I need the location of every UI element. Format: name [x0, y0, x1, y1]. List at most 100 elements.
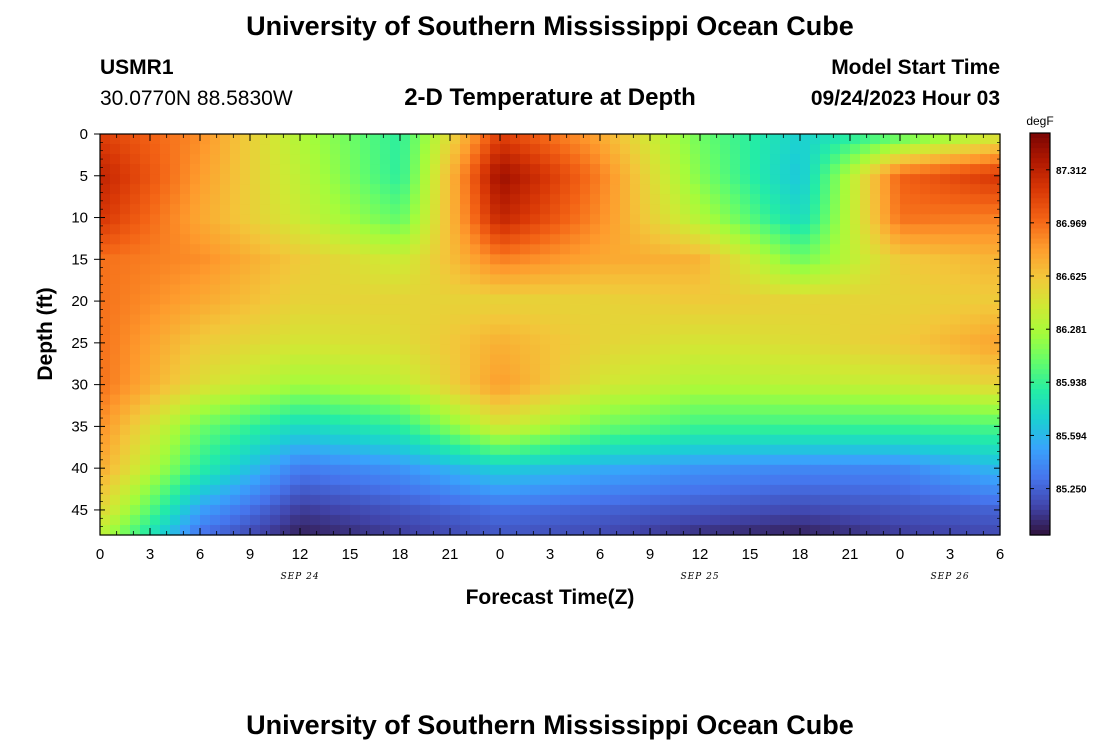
- heatmap-cell: [850, 224, 861, 235]
- heatmap-cell: [200, 214, 211, 225]
- heatmap-cell: [860, 174, 871, 185]
- heatmap-cell: [290, 424, 301, 436]
- heatmap-cell: [830, 174, 841, 185]
- heatmap-cell: [810, 204, 821, 215]
- heatmap-cell: [250, 474, 261, 486]
- heatmap-cell: [100, 504, 111, 516]
- heatmap-cell: [410, 244, 421, 255]
- heatmap-cell: [480, 214, 491, 225]
- heatmap-cell: [530, 184, 541, 195]
- heatmap-cell: [480, 304, 491, 316]
- heatmap-cell: [830, 404, 841, 416]
- heatmap-cell: [330, 214, 341, 225]
- heatmap-cell: [790, 284, 801, 296]
- heatmap-cell: [100, 404, 111, 416]
- heatmap-cell: [230, 324, 241, 336]
- heatmap-cell: [510, 404, 521, 416]
- colorbar-segment: [1030, 509, 1050, 516]
- heatmap-cell: [690, 154, 701, 165]
- heatmap-cell: [330, 154, 341, 165]
- heatmap-cell: [240, 334, 251, 346]
- heatmap-cell: [210, 344, 221, 356]
- heatmap-cell: [620, 284, 631, 296]
- heatmap-cell: [970, 494, 981, 506]
- heatmap-cell: [190, 524, 201, 536]
- heatmap-cell: [550, 504, 561, 516]
- heatmap-cell: [630, 394, 641, 406]
- heatmap-cell: [580, 214, 591, 225]
- heatmap-cell: [430, 294, 441, 306]
- heatmap-cell: [880, 454, 891, 466]
- heatmap-cell: [300, 254, 311, 265]
- heatmap-cell: [370, 294, 381, 306]
- heatmap-cell: [800, 134, 811, 145]
- heatmap-cell: [160, 164, 171, 175]
- heatmap-cell: [170, 474, 181, 486]
- heatmap-cell: [670, 144, 681, 155]
- heatmap-cell: [570, 264, 581, 275]
- heatmap-cell: [310, 164, 321, 175]
- heatmap-cell: [830, 494, 841, 506]
- heatmap-cell: [340, 294, 351, 306]
- heatmap-cell: [220, 484, 231, 496]
- heatmap-cell: [610, 274, 621, 285]
- heatmap-cell: [440, 324, 451, 336]
- heatmap-cell: [470, 334, 481, 346]
- heatmap-cell: [720, 164, 731, 175]
- heatmap-cell: [500, 344, 511, 356]
- heatmap-cell: [220, 424, 231, 436]
- heatmap-cell: [840, 364, 851, 376]
- heatmap-cell: [660, 454, 671, 466]
- heatmap-cell: [890, 514, 901, 526]
- heatmap-cell: [940, 384, 951, 396]
- heatmap-cell: [840, 234, 851, 245]
- heatmap-cell: [990, 404, 1001, 416]
- heatmap-cell: [750, 284, 761, 296]
- heatmap-cell: [850, 214, 861, 225]
- heatmap-cell: [180, 214, 191, 225]
- heatmap-cell: [670, 154, 681, 165]
- heatmap-cell: [710, 424, 721, 436]
- heatmap-cell: [920, 174, 931, 185]
- heatmap-cell: [690, 284, 701, 296]
- heatmap-cell: [710, 434, 721, 446]
- heatmap-cell: [800, 364, 811, 376]
- heatmap-cell: [950, 164, 961, 175]
- heatmap-cell: [610, 174, 621, 185]
- heatmap-cell: [600, 264, 611, 275]
- heatmap-cell: [210, 264, 221, 275]
- heatmap-cell: [990, 234, 1001, 245]
- heatmap-cell: [760, 494, 771, 506]
- heatmap-cell: [500, 494, 511, 506]
- heatmap-cell: [960, 204, 971, 215]
- heatmap-cell: [260, 134, 271, 145]
- heatmap-cell: [930, 474, 941, 486]
- heatmap-cell: [510, 504, 521, 516]
- heatmap-cell: [260, 464, 271, 476]
- heatmap-cell: [100, 484, 111, 496]
- heatmap-cell: [680, 264, 691, 275]
- heatmap-cell: [200, 514, 211, 526]
- heatmap-cell: [100, 514, 111, 526]
- heatmap-cell: [580, 234, 591, 245]
- heatmap-cell: [190, 434, 201, 446]
- heatmap-cell: [490, 334, 501, 346]
- heatmap-cell: [310, 274, 321, 285]
- heatmap-cell: [220, 524, 231, 536]
- heatmap-cell: [100, 284, 111, 296]
- heatmap-cell: [890, 284, 901, 296]
- heatmap-cell: [740, 404, 751, 416]
- heatmap-cell: [310, 134, 321, 145]
- heatmap-cell: [560, 314, 571, 326]
- heatmap-cell: [840, 514, 851, 526]
- heatmap-cell: [590, 224, 601, 235]
- heatmap-cell: [870, 454, 881, 466]
- colorbar-segment: [1030, 504, 1050, 511]
- heatmap-cell: [830, 254, 841, 265]
- heatmap-cell: [670, 264, 681, 275]
- heatmap-cell: [490, 254, 501, 265]
- heatmap-cell: [430, 344, 441, 356]
- heatmap-cell: [250, 284, 261, 296]
- heatmap-cell: [810, 404, 821, 416]
- heatmap-cell: [350, 504, 361, 516]
